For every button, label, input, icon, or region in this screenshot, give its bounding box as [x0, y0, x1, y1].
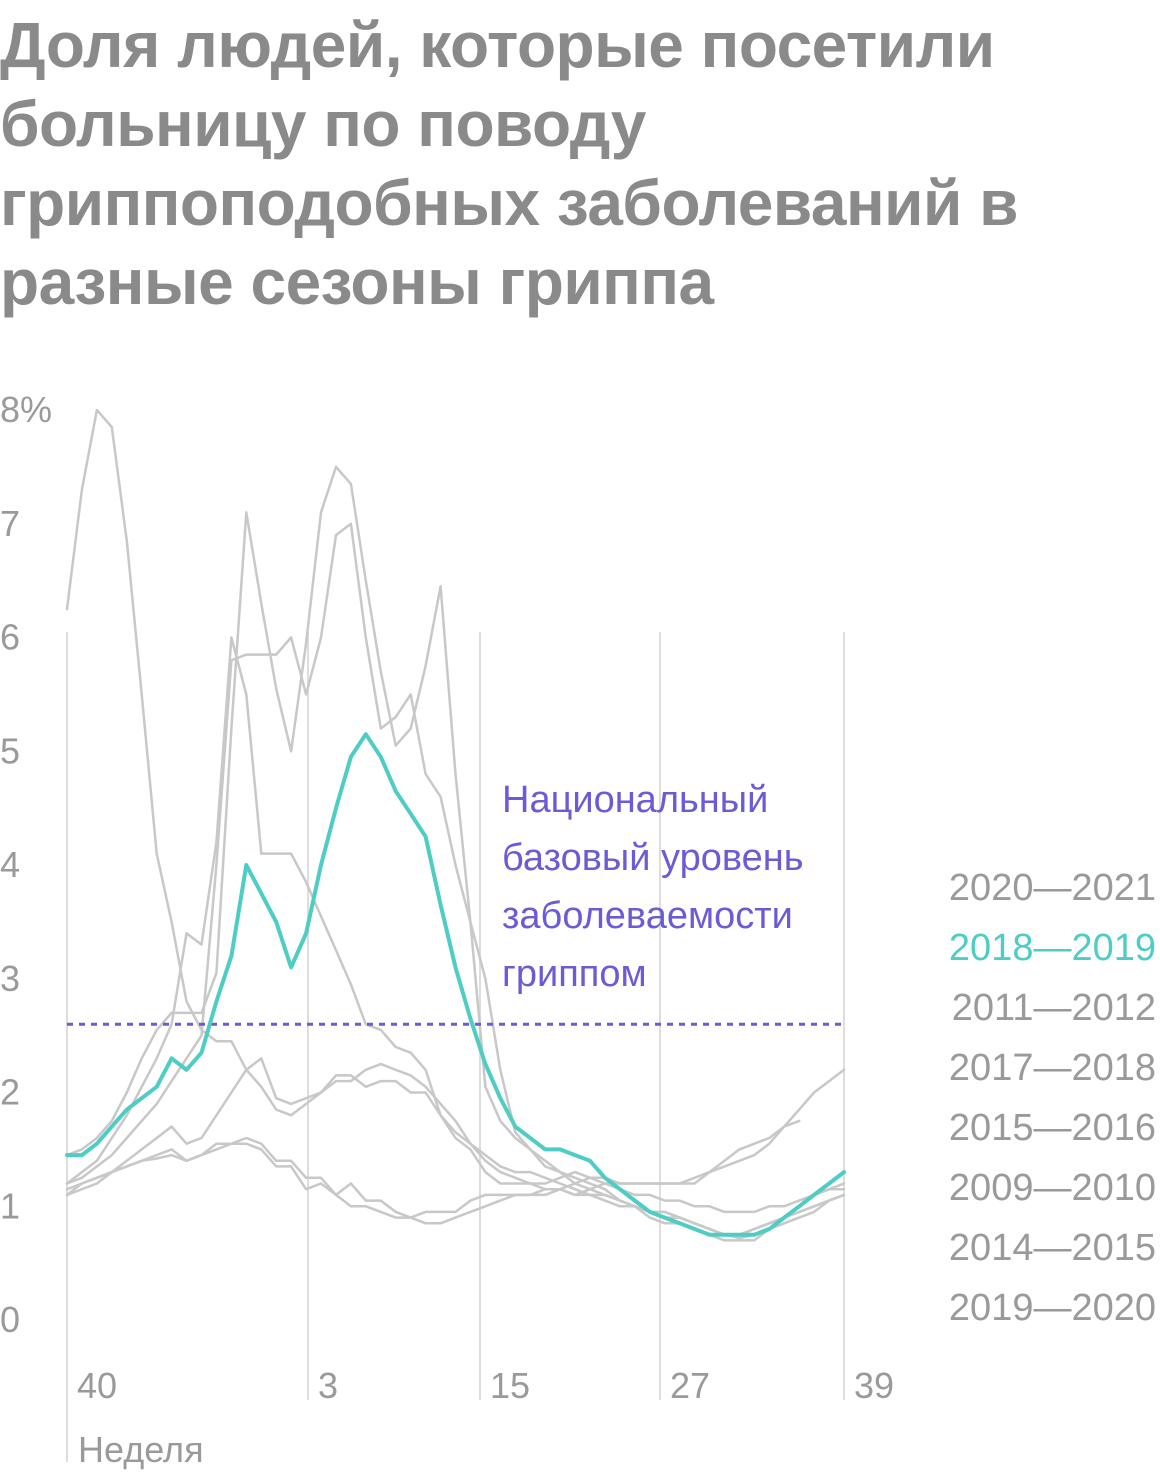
y-tick-label: 6	[0, 617, 20, 658]
chart-title: Доля людей, которые посетили больницу по…	[0, 9, 1018, 318]
legend-item: 2015—2016	[949, 1107, 1156, 1149]
legend-item: 2017—2018	[949, 1047, 1156, 1089]
muted-series-group	[65, 408, 846, 1242]
highlight-series-group	[65, 732, 846, 1237]
legend: 2020—2021 2018—2019 2011—2012 2017—2018 2015…	[949, 867, 1156, 1329]
x-tick-label: 39	[854, 1365, 894, 1406]
series-line	[65, 732, 846, 1237]
y-tick-label: 2	[0, 1072, 20, 1113]
y-tick-label: 3	[0, 958, 20, 999]
x-axis-labels: 40 3 15 27 39	[77, 1365, 894, 1406]
x-tick-label: 15	[490, 1365, 530, 1406]
legend-item: 2014—2015	[949, 1227, 1156, 1269]
series-line	[65, 465, 846, 1240]
legend-item: 2011—2012	[952, 987, 1156, 1029]
legend-item: 2018—2019	[949, 927, 1156, 969]
x-tick-label: 27	[670, 1365, 710, 1406]
y-axis-labels: 0 1 2 3 4 5 6 7 8%	[0, 389, 52, 1340]
legend-item: 2019—2020	[949, 1287, 1156, 1329]
baseline-label-line: Национальный	[502, 779, 768, 821]
y-tick-label: 5	[0, 730, 20, 771]
series-line	[65, 408, 846, 1236]
y-tick-label: 0	[0, 1299, 20, 1340]
legend-item: 2009—2010	[949, 1167, 1156, 1209]
x-tick-label: 40	[77, 1365, 117, 1406]
y-tick-label: 4	[0, 844, 20, 885]
legend-item: 2020—2021	[949, 867, 1156, 909]
baseline-label: Национальный базовый уровень заболеваемост…	[502, 779, 804, 995]
y-tick-label: 7	[0, 503, 20, 544]
grid-lines	[66, 632, 845, 1462]
series-line	[65, 1068, 846, 1197]
y-tick-label: 8%	[0, 389, 52, 430]
x-tick-label: 3	[318, 1365, 338, 1406]
baseline-label-line: заболеваемости	[502, 895, 793, 937]
baseline-label-line: гриппом	[502, 953, 647, 995]
x-axis-title: Неделя	[78, 1429, 204, 1470]
y-tick-label: 1	[0, 1185, 20, 1226]
baseline-label-line: базовый уровень	[502, 837, 804, 879]
